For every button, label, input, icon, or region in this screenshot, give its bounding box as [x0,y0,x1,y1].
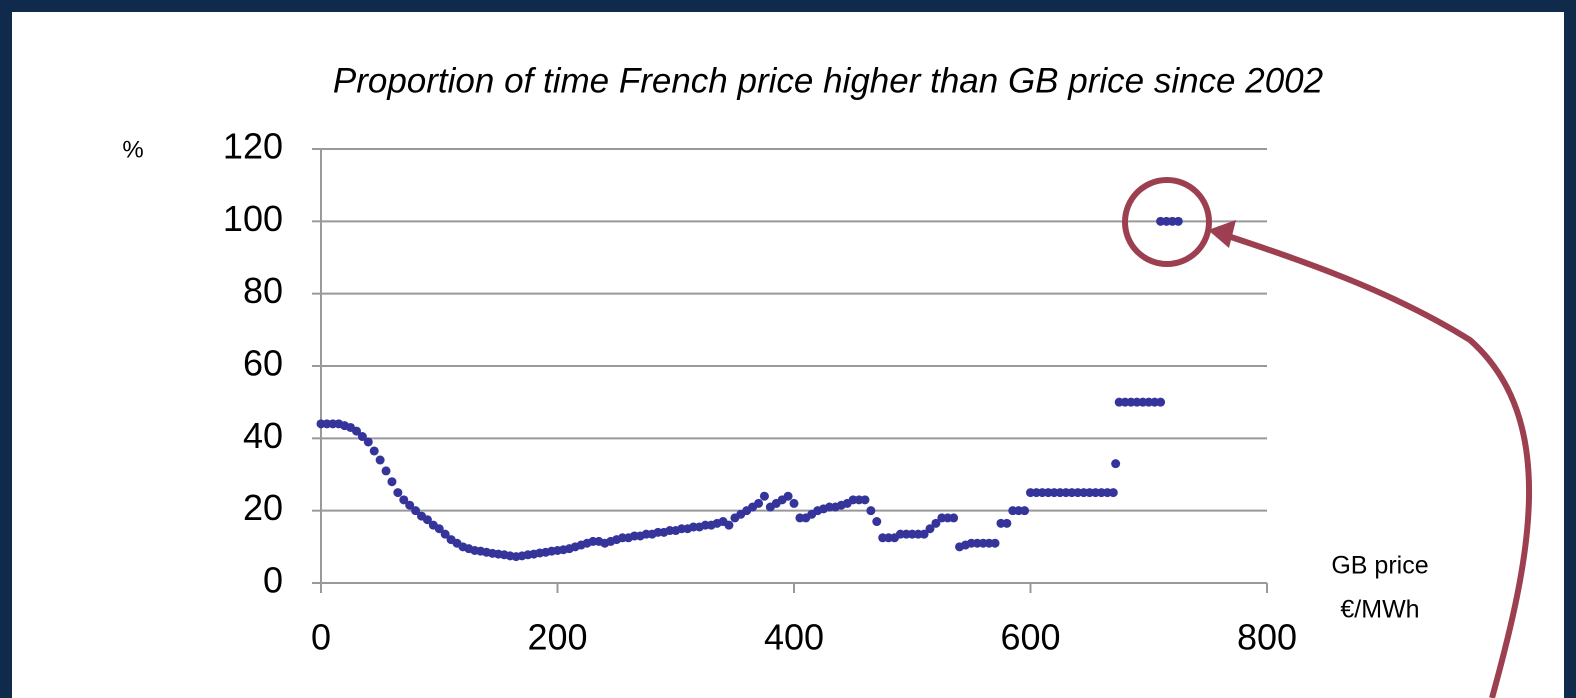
data-point [381,466,391,476]
x-axis-label: €/MWh [1340,596,1419,624]
y-tick-label: 80 [243,270,283,311]
data-point [860,495,870,505]
y-tick-label: 0 [263,560,283,601]
data-point [399,495,409,505]
data-point [351,426,361,436]
data-point [931,518,941,528]
data-point [754,498,764,508]
y-axis-label: % [122,136,143,163]
data-point [872,517,882,527]
data-point [357,432,367,442]
x-tick-label: 800 [1237,617,1297,658]
x-tick-label: 0 [311,617,331,658]
data-point [1156,397,1166,407]
data-point [919,529,929,539]
x-tick-label: 400 [764,617,824,658]
data-point [375,455,385,465]
plot-area: 0 20 40 60 80 100 120 0 200 400 600 800 [223,126,1297,658]
data-point [387,477,397,487]
data-point [440,529,450,539]
chart-title: Proportion of time French price higher t… [333,61,1323,100]
data-point [434,524,444,534]
data-point [1020,506,1030,516]
data-point [405,500,415,510]
x-tick-label: 600 [1000,617,1060,658]
data-point [1108,488,1118,498]
y-tick-label: 120 [223,126,283,167]
data-point [783,491,793,501]
x-tick-label: 200 [527,617,587,658]
y-tick-label: 100 [223,198,283,239]
data-point [759,491,769,501]
data-point [363,437,373,447]
data-point [724,520,734,530]
annotation-arrow [1221,231,1533,698]
data-point [422,515,432,525]
data-point [369,446,379,456]
data-point [789,498,799,508]
data-point [990,538,1000,548]
highlight-circle [1122,177,1212,267]
data-point [393,488,403,498]
data-point [1173,216,1183,226]
y-tick-label: 60 [243,343,283,384]
data-point [1002,518,1012,528]
y-tick-label: 40 [243,415,283,456]
data-point [411,506,421,516]
y-tick-label: 20 [243,487,283,528]
data-point [949,513,959,523]
data-point [925,524,935,534]
x-axis-label: GB price [1331,552,1428,580]
arrow-head [1208,220,1236,248]
data-point [866,506,876,516]
data-point [1111,459,1121,469]
